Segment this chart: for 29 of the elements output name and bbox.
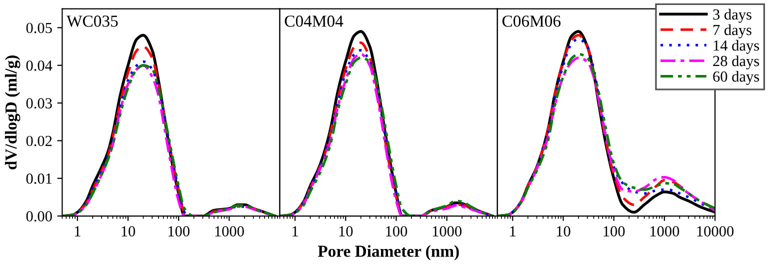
y-tick-label: 0.05: [26, 22, 52, 34]
x-tick-label: 1000: [650, 226, 680, 236]
legend-label: 7 days: [713, 24, 752, 38]
x-tick-label: 10: [556, 226, 570, 236]
x-tick-label: 1000: [432, 226, 462, 236]
x-tick-label: 1: [510, 226, 516, 236]
annotation: C06M06: [502, 16, 561, 27]
legend-label: 28 days: [713, 55, 760, 70]
x-tick-label: 100: [604, 226, 625, 236]
x-tick-label: 10: [122, 226, 136, 236]
annotation: C04M04: [284, 16, 344, 27]
legend-label: 3 days: [713, 8, 752, 23]
y-tick-label: 0.02: [26, 136, 52, 146]
y-tick-label: 0.03: [26, 98, 52, 109]
y-tick-label: 0.04: [26, 60, 52, 71]
legend-label: 14 days: [714, 40, 760, 54]
x-tick-label: 1000: [215, 226, 244, 236]
x-tick-label: 10: [339, 226, 353, 236]
x-tick-label: 10000: [697, 226, 734, 236]
y-axis-title: dV/dlogD (ml/g): [4, 56, 20, 170]
y-tick-label: 0.01: [26, 173, 52, 184]
x-axis-title: Pore Diameter (nm): [318, 245, 459, 260]
x-tick-label: 100: [386, 226, 408, 236]
legend-label: 60 days: [713, 70, 760, 85]
x-tick-label: 1: [74, 226, 80, 236]
x-tick-label: 1: [292, 226, 298, 236]
x-tick-label: 100: [168, 226, 190, 236]
y-tick-label: 0.00: [26, 211, 52, 222]
annotation: WC035: [66, 16, 118, 27]
